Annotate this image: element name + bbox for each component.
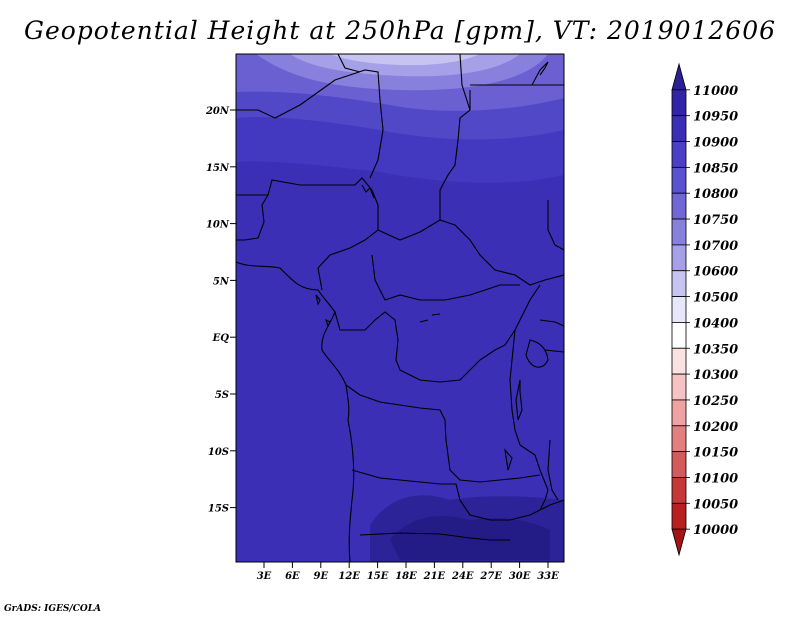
y-axis: 20N 15N 10N 5N EQ 5S 10S 15S — [205, 106, 236, 515]
coastlines-borders — [236, 54, 564, 562]
colorbar-label: 11000 — [693, 84, 738, 99]
credit-label: GrADS: IGES/COLA — [4, 604, 102, 614]
colorbar-label: 10050 — [693, 497, 738, 512]
colorbar-label: 10350 — [693, 342, 738, 357]
colorbar-label: 10900 — [693, 136, 738, 151]
border-13 — [236, 194, 269, 241]
east-coast-4 — [547, 439, 559, 501]
border-6 — [351, 469, 564, 521]
colorbar-swatch — [671, 166, 687, 194]
x-tick-label: 3E — [257, 571, 272, 582]
y-tick-label: 5S — [215, 390, 229, 401]
colorbar-label: 10750 — [693, 213, 738, 228]
east-coast-3 — [544, 349, 564, 353]
border-7 — [359, 532, 510, 541]
colorbar: 11000 10950 10900 10850 10800 10750 10700 10600… — [671, 62, 738, 557]
colorbar-label: 10200 — [693, 420, 738, 435]
colorbar-swatch — [671, 218, 687, 246]
x-tick-label: 30E — [509, 571, 531, 582]
east-coast — [509, 284, 549, 511]
colorbar-swatch — [671, 373, 687, 401]
border-15 — [547, 200, 564, 251]
x-tick-label: 9E — [314, 571, 329, 582]
colorbar-swatch — [671, 425, 687, 453]
colorbar-label: 10500 — [693, 291, 738, 306]
colorbar-swatch — [671, 192, 687, 220]
river-1 — [361, 184, 375, 199]
colorbar-label: 10100 — [693, 471, 738, 486]
colorbar-swatch — [671, 296, 687, 323]
colorbar-swatch — [671, 451, 687, 478]
y-tick-label: 5N — [213, 276, 230, 287]
x-tick-label: 27E — [479, 571, 502, 582]
colorbar-swatch — [671, 62, 687, 91]
colorbar-swatch — [671, 502, 687, 530]
map-frame — [235, 53, 565, 563]
colorbar-swatch — [671, 89, 687, 117]
x-axis: 3E 6E 9E 12E 15E 18E 21E 24E 27E 30E 33E — [257, 562, 559, 582]
island-4 — [419, 319, 429, 323]
colorbar-label: 10800 — [693, 187, 738, 202]
x-tick-label: 15E — [367, 571, 389, 582]
colorbar-swatch — [671, 322, 687, 349]
border-8 — [236, 69, 384, 179]
colorbar-swatch — [671, 141, 687, 168]
colorbar-label: 10400 — [693, 316, 738, 331]
border-4 — [334, 311, 516, 383]
colorbar-label: 10700 — [693, 239, 738, 254]
border-9 — [337, 54, 361, 73]
colorbar-swatch — [671, 115, 687, 142]
lake-2 — [504, 448, 513, 471]
y-tick-label: EQ — [212, 333, 230, 344]
border-3 — [371, 254, 520, 301]
colorbar-label: 10300 — [693, 368, 738, 383]
border-2 — [377, 219, 564, 286]
colorbar-swatch — [671, 399, 687, 427]
colorbar-swatch — [671, 270, 687, 297]
border-14 — [531, 61, 549, 86]
border-5 — [345, 384, 541, 483]
colorbar-swatch — [671, 477, 687, 504]
y-tick-label: 20N — [205, 106, 230, 117]
x-tick-label: 12E — [338, 571, 360, 582]
lake-1 — [515, 379, 523, 421]
border-10 — [439, 54, 471, 220]
colorbar-label: 10850 — [693, 161, 738, 176]
island-3 — [431, 313, 441, 316]
x-tick-label: 18E — [395, 571, 417, 582]
plot-title: Geopotential Height at 250hPa [gpm], VT:… — [23, 16, 777, 45]
island-2 — [325, 318, 331, 328]
east-coast-2 — [539, 319, 564, 327]
y-tick-label: 10N — [206, 220, 230, 231]
island — [315, 294, 321, 306]
colorbar-label: 10950 — [693, 110, 738, 125]
colorbar-swatch — [671, 347, 687, 375]
lake-3 — [525, 339, 549, 368]
west-africa-coast — [236, 261, 355, 562]
contour-band-10400 — [330, 54, 480, 66]
colorbar-label: 10000 — [693, 523, 738, 538]
y-tick-label: 10S — [208, 447, 229, 458]
colorbar-label: 10600 — [693, 265, 738, 280]
colorbar-swatch — [671, 528, 687, 557]
colorbar-label: 10250 — [693, 394, 738, 409]
x-tick-label: 21E — [423, 571, 446, 582]
x-tick-label: 24E — [451, 571, 474, 582]
x-tick-label: 33E — [537, 571, 559, 582]
colorbar-label: 10150 — [693, 446, 738, 461]
y-tick-label: 15S — [208, 504, 229, 515]
colorbar-swatch — [671, 244, 687, 272]
y-tick-label: 15N — [206, 163, 230, 174]
x-tick-label: 6E — [285, 571, 300, 582]
border-1 — [236, 177, 379, 291]
